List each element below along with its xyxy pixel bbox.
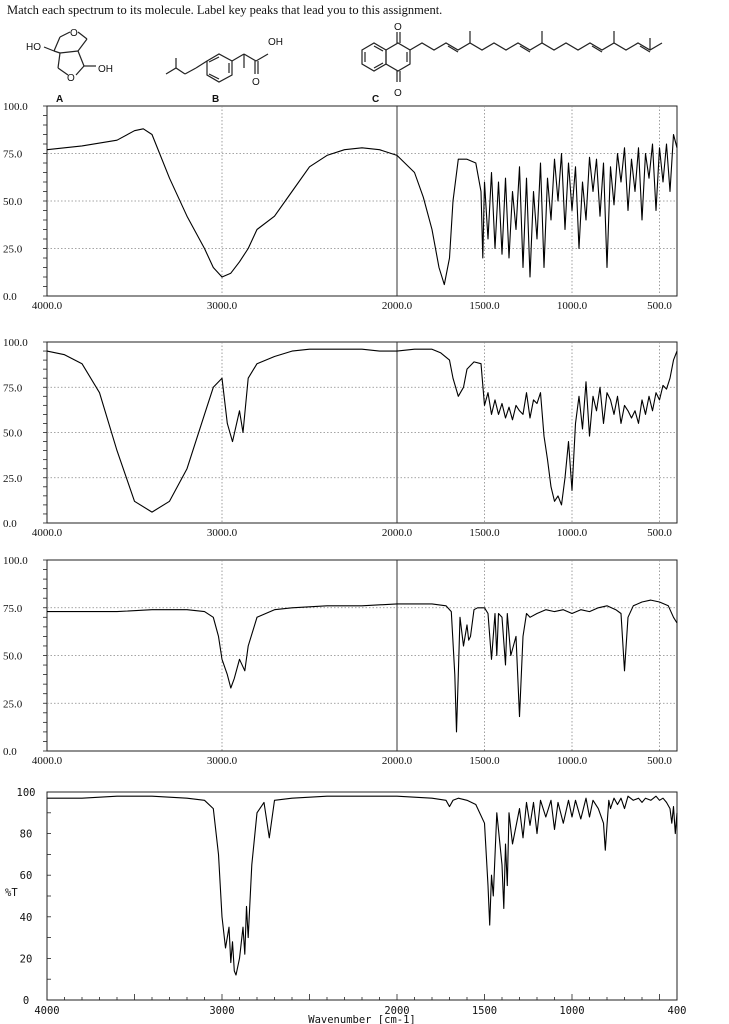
y-tick-label: 0.0 (3, 518, 17, 530)
y-axis-label: %T (5, 887, 18, 899)
x-tick-label: 2000.0 (382, 527, 413, 539)
spectrum-trace (47, 795, 678, 976)
x-tick-label: 4000.0 (32, 527, 63, 539)
molecule-label: C (372, 94, 379, 105)
y-tick-label: 75.0 (3, 382, 23, 394)
y-tick-label: 50.0 (3, 428, 23, 440)
x-tick-label: 3000.0 (207, 300, 238, 312)
y-tick-label: 75.0 (3, 603, 23, 615)
atom-label: HO (26, 42, 41, 53)
y-tick-label: 75.0 (3, 149, 23, 161)
atom-label: O (252, 77, 260, 88)
spectrum-trace (47, 599, 678, 733)
atom-label: O (394, 88, 402, 99)
y-tick-label: 25.0 (3, 473, 23, 485)
x-tick-label: 1000 (559, 1005, 584, 1017)
molecule-label: A (56, 94, 63, 105)
y-tick-label: 0.0 (3, 746, 17, 758)
y-tick-label: 25.0 (3, 244, 23, 256)
y-tick-label: 0.0 (3, 291, 17, 303)
atom-label: OH (268, 37, 283, 48)
atom-label: O (70, 28, 78, 39)
x-tick-label: 1500 (472, 1005, 497, 1017)
y-tick-label: 0 (23, 995, 29, 1007)
x-tick-label: 1500.0 (469, 300, 500, 312)
x-tick-label: 500.0 (647, 527, 672, 539)
y-tick-label: 100.0 (3, 101, 28, 113)
spectrum-chart: 4000.0 3000.0 2000.0 1500.0 1000.0 500.0 100.0… (3, 555, 678, 767)
molecule-a: HO O O OH A (26, 28, 113, 105)
plot-frame (46, 791, 678, 1001)
y-tick-label: 50.0 (3, 196, 23, 208)
y-tick-label: 100.0 (3, 337, 28, 349)
spectrum-trace (46, 348, 678, 513)
y-tick-label: 40 (20, 912, 33, 924)
molecule-b: OH O B (165, 37, 283, 105)
x-tick-label: 1000.0 (557, 300, 588, 312)
molecule-c: O O C (361, 22, 663, 105)
x-tick-label: 2000 (384, 1005, 409, 1017)
spectrum-chart: 4000.0 3000.0 2000.0 1500.0 1000.0 500.0 100.0… (3, 101, 678, 312)
atom-label: O (394, 22, 402, 33)
y-tick-label: 50.0 (3, 651, 23, 663)
x-axis-label: Wavenumber [cm-1] (308, 1014, 415, 1024)
y-tick-label: 60 (20, 870, 33, 882)
molecule-label: B (212, 94, 219, 105)
x-tick-label: 2000.0 (382, 755, 413, 767)
spectrum-trace (46, 128, 678, 286)
x-tick-label: 4000 (34, 1005, 59, 1017)
x-tick-label: 3000 (209, 1005, 234, 1017)
x-tick-label: 1500.0 (469, 755, 500, 767)
y-tick-label: 25.0 (3, 698, 23, 710)
x-tick-label: 1000.0 (557, 527, 588, 539)
spectrum-chart: 4000 3000 2000 1500 1000 400 100 80 60 40 20 0 %T Wav… (5, 787, 686, 1024)
molecule-structures: HO O O OH A OH O B (26, 22, 663, 105)
x-tick-label: 500.0 (647, 755, 672, 767)
x-tick-label: 4000.0 (32, 300, 63, 312)
y-tick-label: 80 (20, 829, 33, 841)
x-tick-label: 1000.0 (557, 755, 588, 767)
x-tick-label: 3000.0 (207, 755, 238, 767)
y-tick-label: 100.0 (3, 555, 28, 567)
instruction-text: Match each spectrum to its molecule. Lab… (7, 3, 443, 17)
x-tick-label: 2000.0 (382, 300, 413, 312)
atom-label: OH (98, 64, 113, 75)
x-tick-label: 4000.0 (32, 755, 63, 767)
y-tick-label: 20 (20, 953, 33, 965)
spectrum-chart: 4000.0 3000.0 2000.0 1500.0 1000.0 500.0 100.0… (3, 337, 678, 539)
x-tick-label: 400 (668, 1005, 687, 1017)
x-tick-label: 500.0 (647, 300, 672, 312)
atom-label: O (67, 73, 75, 84)
x-tick-label: 3000.0 (207, 527, 238, 539)
x-tick-label: 1500.0 (469, 527, 500, 539)
y-tick-label: 100 (17, 787, 36, 799)
